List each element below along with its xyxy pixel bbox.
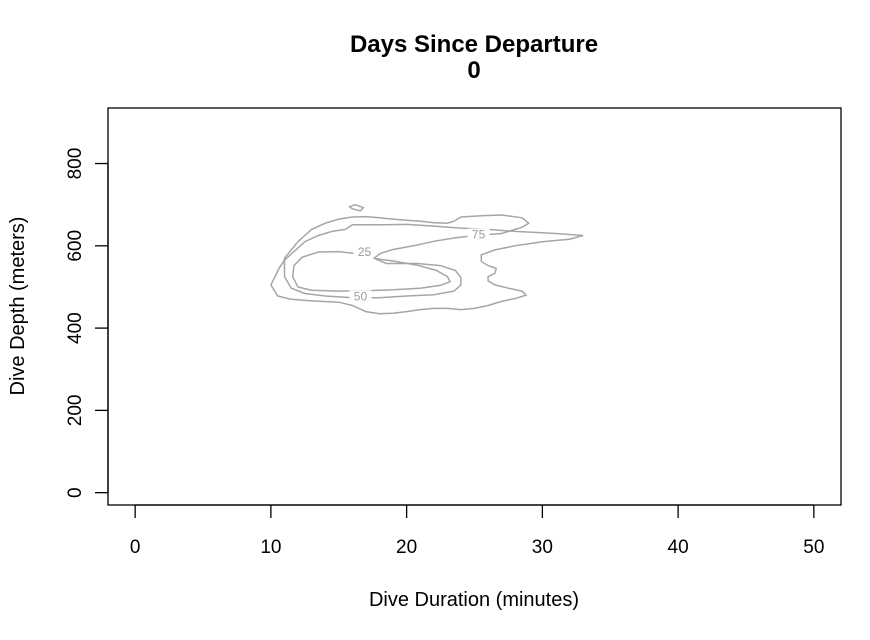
x-tick-label: 30	[532, 537, 553, 558]
contour-label-25: 25	[358, 245, 372, 259]
contour-lines: 25 50 75	[270, 203, 584, 315]
contour-label-background	[353, 245, 376, 260]
y-axis-label: Dive Depth (meters)	[7, 217, 29, 396]
plot-frame	[107, 107, 842, 506]
contour-label-background	[349, 290, 372, 305]
contour-line-50	[283, 214, 531, 299]
contour-label-background	[467, 228, 490, 243]
contour-label-50: 50	[354, 289, 368, 303]
chart-title: Days Since Departure	[350, 31, 598, 58]
y-tick-label: 200	[65, 395, 86, 427]
contour-line-75	[270, 223, 584, 315]
x-tick-label: 20	[396, 537, 417, 558]
x-axis: 0 10 20 30 40 50	[130, 504, 824, 558]
x-axis-label: Dive Duration (minutes)	[369, 589, 579, 611]
x-tick-label: 40	[668, 537, 689, 558]
y-tick-label: 400	[65, 312, 86, 344]
contour-line-25	[348, 203, 365, 212]
x-tick-label: 10	[260, 537, 281, 558]
y-tick-label: 600	[65, 230, 86, 262]
y-axis: 0 200 400 600 800	[65, 148, 109, 498]
x-tick-label: 0	[130, 537, 141, 558]
contour-label-75: 75	[472, 228, 486, 242]
y-tick-label: 0	[65, 487, 86, 498]
y-tick-label: 800	[65, 148, 86, 180]
chart-subtitle: 0	[467, 57, 480, 84]
x-tick-label: 50	[803, 537, 824, 558]
